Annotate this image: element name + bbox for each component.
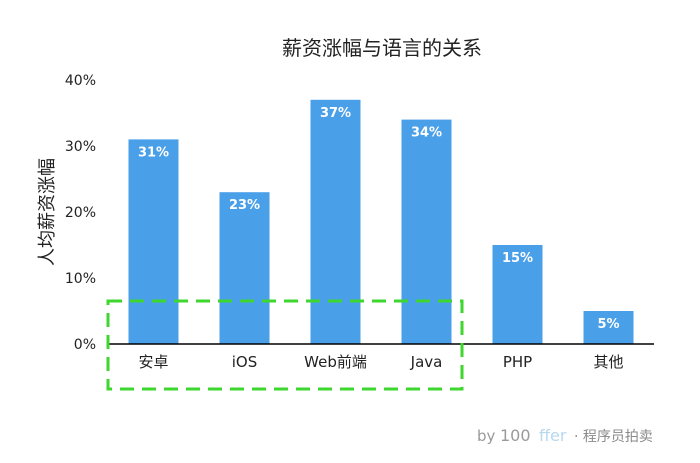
watermark: by 100 ffer · 程序员拍卖: [477, 426, 653, 445]
bar-data-label: 34%: [411, 126, 442, 141]
bar: [401, 119, 452, 344]
bar: [310, 99, 361, 344]
bar: [128, 139, 179, 344]
category-label: Java: [410, 353, 443, 371]
watermark-brand-number: 100: [500, 426, 531, 445]
bar: [492, 245, 543, 344]
highlight-dashed-box: [106, 299, 464, 391]
category-label: 安卓: [138, 353, 168, 371]
bar-data-label: 5%: [597, 317, 619, 332]
y-tick-label: 40%: [65, 73, 96, 89]
y-tick-labels: 0% 10% 20% 30% 40%: [65, 73, 96, 353]
category-label: 其他: [593, 353, 623, 371]
y-tick-label: 30%: [65, 139, 96, 155]
bar: [219, 192, 270, 344]
category-label: iOS: [232, 353, 258, 371]
watermark-tail: · 程序员拍卖: [574, 429, 653, 445]
bar-data-label: 37%: [320, 106, 351, 121]
bar: [583, 311, 634, 344]
y-tick-label: 0%: [74, 337, 96, 353]
chart-title: 薪资涨幅与语言的关系: [282, 36, 482, 60]
category-label: PHP: [503, 353, 532, 371]
watermark-by: by: [477, 427, 496, 445]
bar-data-label: 23%: [229, 198, 260, 213]
y-tick-label: 20%: [65, 205, 96, 221]
category-label: Web前端: [304, 353, 367, 371]
y-axis-label: 人均薪资涨幅: [37, 158, 58, 266]
bar-data-label: 15%: [502, 251, 533, 266]
watermark-brand-word: ffer: [539, 426, 567, 445]
category-labels: 安卓 iOS Web前端 Java PHP 其他: [138, 353, 623, 371]
y-axis-label-group: 人均薪资涨幅: [37, 158, 58, 266]
bar-series: 31% 23% 37% 34% 15% 5%: [128, 99, 634, 344]
y-tick-label: 10%: [65, 271, 96, 287]
bar-data-label: 31%: [138, 145, 169, 160]
